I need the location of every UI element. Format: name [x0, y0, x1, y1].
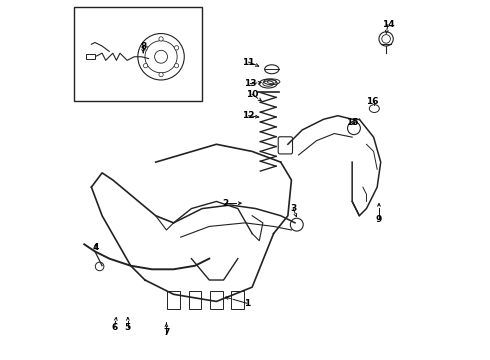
Text: 3: 3: [290, 204, 296, 213]
Text: 13: 13: [244, 79, 257, 88]
Circle shape: [96, 262, 104, 271]
Circle shape: [174, 46, 179, 50]
Text: 6: 6: [112, 323, 118, 332]
Bar: [231, 291, 245, 309]
Bar: [167, 291, 180, 309]
Text: 7: 7: [163, 328, 170, 337]
Text: 15: 15: [346, 118, 358, 127]
Text: 10: 10: [246, 90, 258, 99]
Circle shape: [291, 218, 303, 231]
Text: 11: 11: [243, 58, 255, 67]
Circle shape: [174, 64, 179, 68]
Bar: [210, 291, 223, 309]
Text: 4: 4: [93, 243, 99, 252]
Bar: [74, 7, 202, 102]
Circle shape: [347, 122, 360, 135]
Bar: [86, 54, 95, 59]
Text: 8: 8: [140, 41, 147, 50]
Bar: [189, 291, 201, 309]
Ellipse shape: [259, 79, 277, 88]
Circle shape: [159, 72, 163, 77]
Text: 5: 5: [125, 323, 131, 332]
FancyBboxPatch shape: [278, 137, 293, 154]
Circle shape: [379, 32, 393, 46]
Text: 9: 9: [376, 215, 382, 224]
Circle shape: [144, 64, 147, 68]
Text: 12: 12: [243, 111, 255, 120]
Text: 14: 14: [382, 20, 394, 29]
Circle shape: [159, 37, 163, 41]
Text: 1: 1: [244, 299, 250, 308]
Circle shape: [144, 46, 147, 50]
Text: 16: 16: [366, 97, 378, 106]
Text: 2: 2: [222, 199, 228, 208]
